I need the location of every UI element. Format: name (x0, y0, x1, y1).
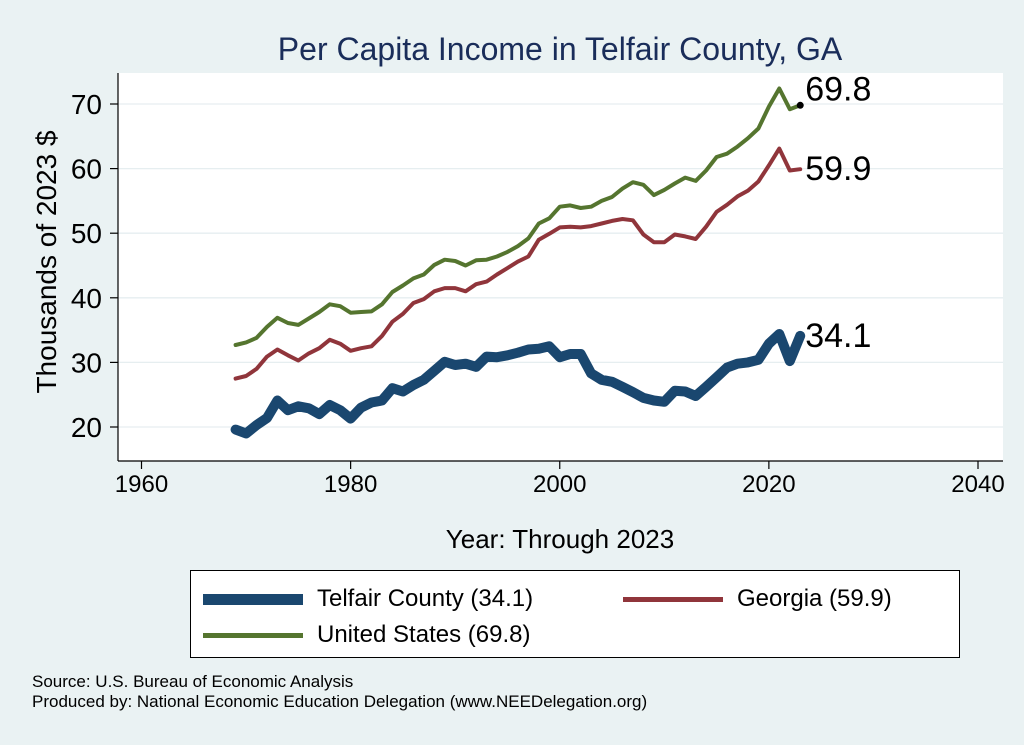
legend-label-united-states: United States (69.8) (317, 621, 531, 648)
legend-swatch-telfair (203, 593, 303, 605)
series-end-label: 59.9 (805, 150, 871, 188)
x-ticks: 1960 1980 2000 2020 2040 (115, 461, 1005, 498)
legend-item-telfair: Telfair County (34.1) (203, 585, 533, 613)
series-end-label: 69.8 (805, 70, 871, 108)
series-layer: 69.8 59.9 34.1 (230, 70, 871, 439)
source-note: Source: U.S. Bureau of Economic Analysis… (32, 672, 647, 712)
series-end-marker (796, 101, 804, 109)
legend-label-telfair: Telfair County (34.1) (317, 585, 534, 612)
series-end-label: 34.1 (805, 317, 871, 355)
y-tick-label: 50 (71, 218, 102, 249)
y-tick-label: 60 (71, 154, 102, 185)
produced-by-text: Produced by: National Economic Education… (32, 692, 648, 711)
x-axis-label: Year: Through 2023 (446, 524, 674, 554)
x-tick-label: 2020 (742, 471, 795, 498)
y-tick-label: 30 (71, 347, 102, 378)
series-line-0 (230, 329, 806, 439)
y-axis-label: Thousands of 2023 $ (31, 130, 62, 394)
y-ticks: 20 30 40 50 60 70 (71, 89, 118, 443)
x-tick-label: 2000 (533, 471, 586, 498)
series-line-1 (233, 146, 803, 381)
series-line-2 (233, 86, 803, 347)
x-tick-label: 1980 (324, 471, 377, 498)
plot-area (118, 73, 1003, 461)
gridlines (118, 103, 1003, 428)
legend-item-georgia: Georgia (59.9) (623, 585, 892, 613)
chart-title: Per Capita Income in Telfair County, GA (278, 31, 843, 67)
y-tick-label: 20 (71, 412, 102, 443)
x-tick-label: 2040 (951, 471, 1004, 498)
legend-swatch-united-states (203, 632, 303, 638)
legend-swatch-georgia (623, 596, 723, 602)
source-text: Source: U.S. Bureau of Economic Analysis (32, 672, 354, 691)
legend: Telfair County (34.1) Georgia (59.9) Uni… (190, 570, 960, 658)
legend-label-georgia: Georgia (59.9) (737, 585, 892, 612)
y-tick-label: 40 (71, 283, 102, 314)
y-tick-label: 70 (71, 89, 102, 120)
x-tick-label: 1960 (115, 471, 168, 498)
legend-item-united-states: United States (69.8) (203, 621, 530, 649)
